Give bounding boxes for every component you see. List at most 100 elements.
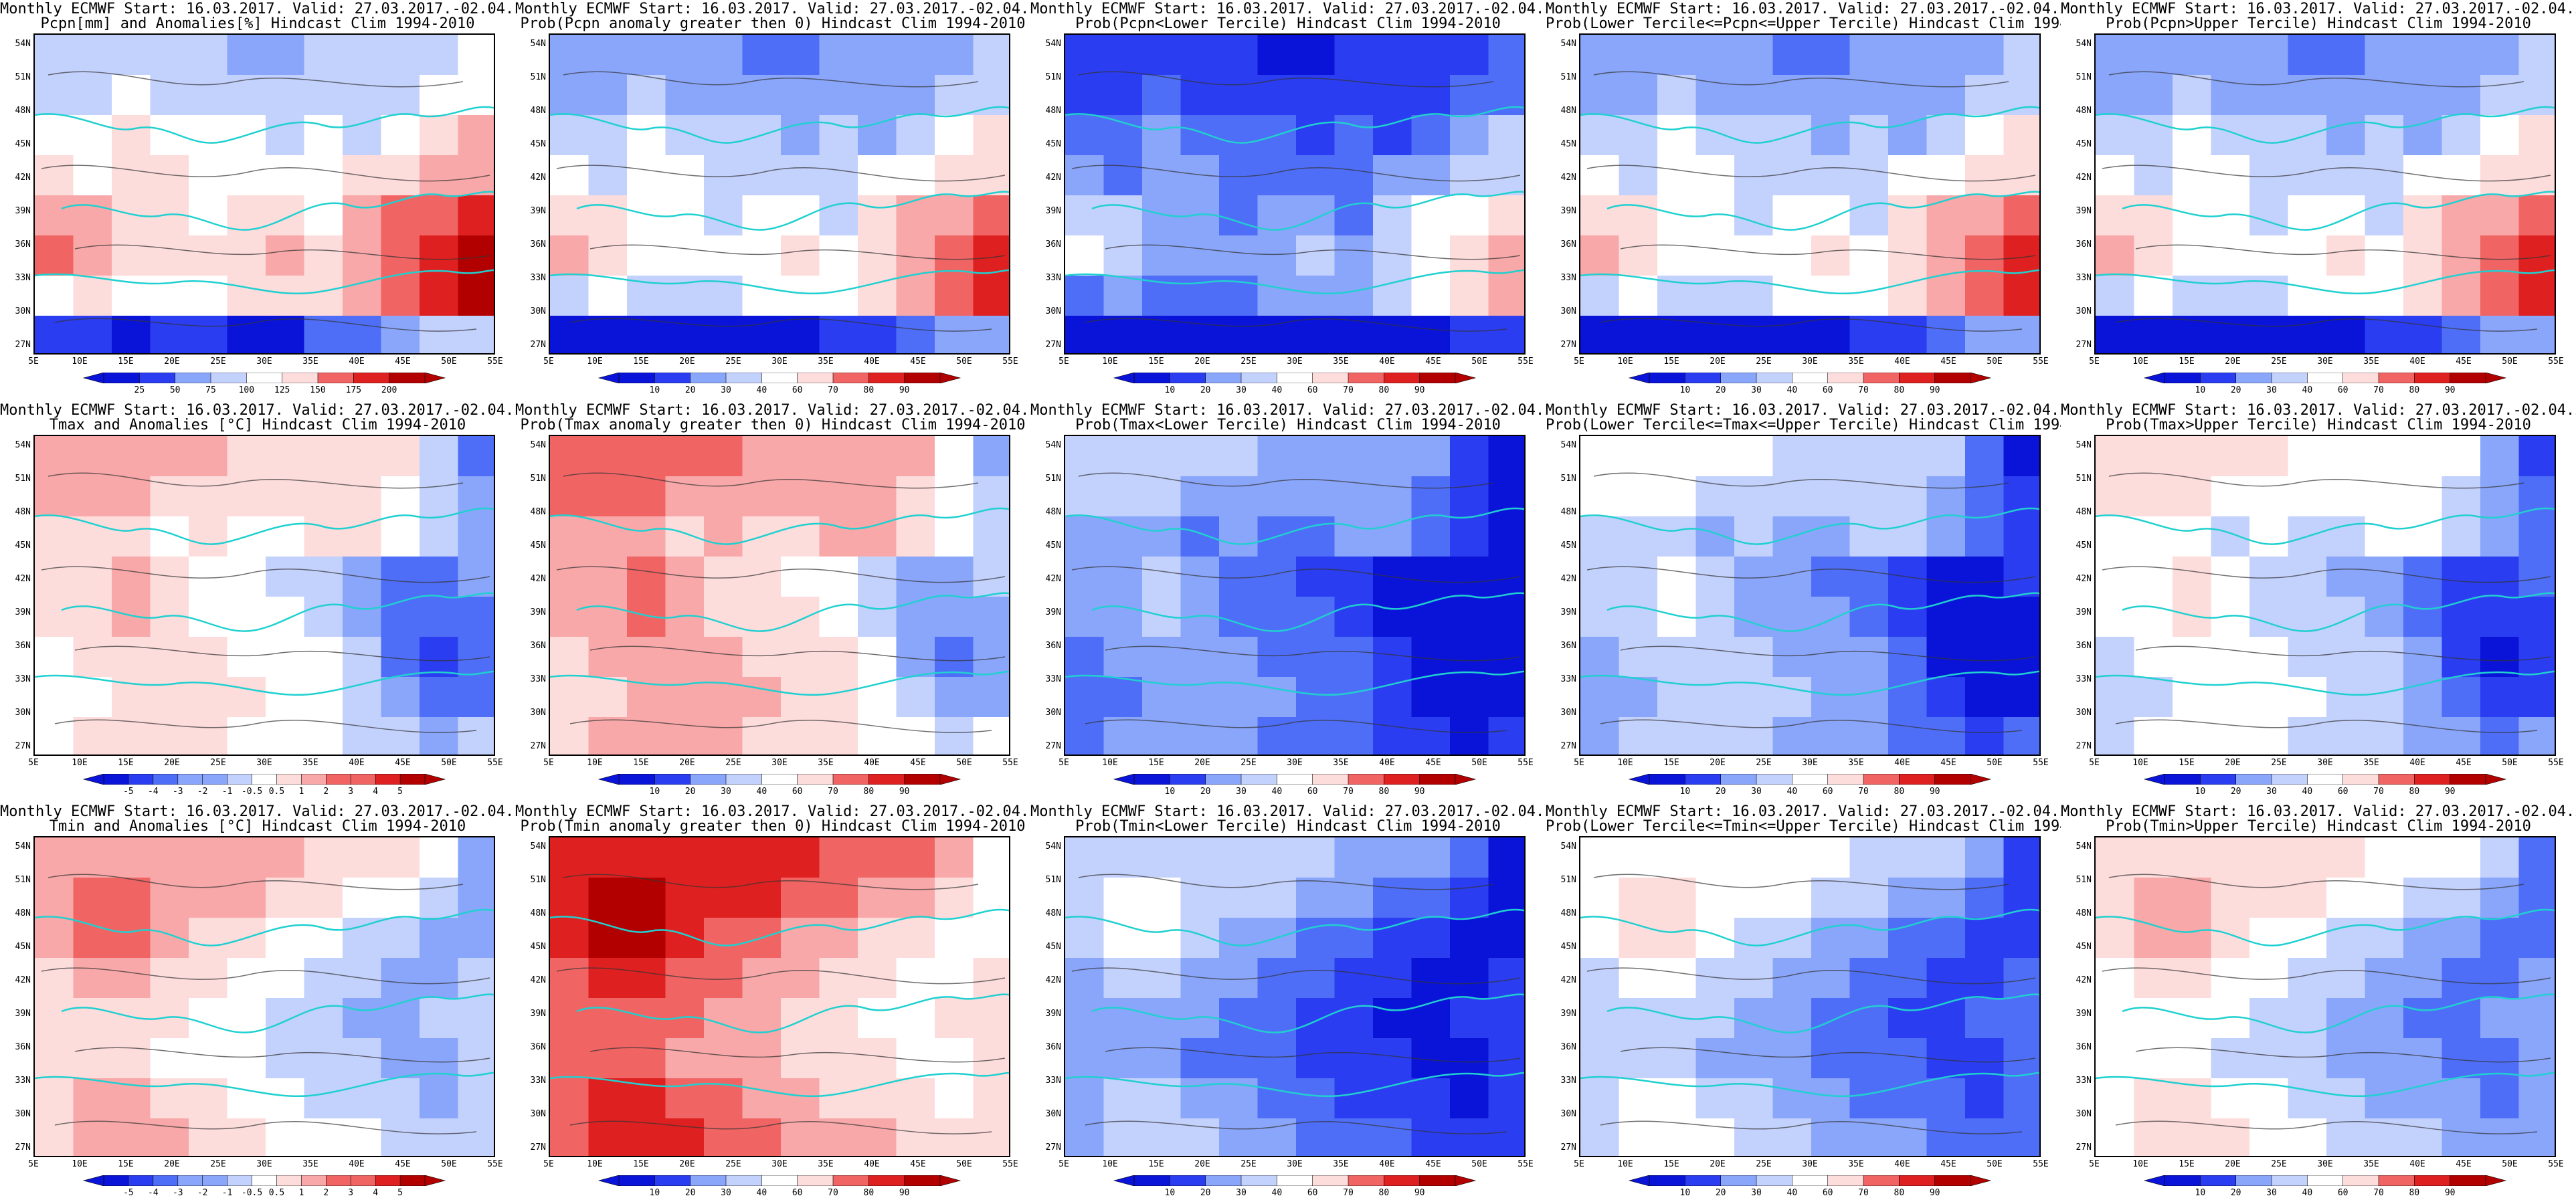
field-cell xyxy=(304,918,343,959)
field-cell xyxy=(304,35,343,76)
colorbar-segment xyxy=(1277,372,1313,384)
field-cell xyxy=(266,597,305,637)
lon-tick-label: 35E xyxy=(2363,1159,2379,1169)
colorbar-segment xyxy=(227,773,253,785)
field-cell xyxy=(858,75,897,116)
field-cell xyxy=(1657,115,1697,156)
lat-tick-label: 36N xyxy=(1560,1042,1576,1052)
field-cell xyxy=(973,436,1009,477)
colorbar-low-arrow xyxy=(2143,372,2165,384)
colorbar-label: -4 xyxy=(148,787,159,797)
field-cell xyxy=(1103,316,1143,353)
colorbar-label: 25 xyxy=(134,385,145,395)
colorbar-graphic xyxy=(597,1175,961,1187)
field-cell xyxy=(1219,235,1259,276)
field-cell xyxy=(189,717,228,755)
panel-subtitle: Tmin and Anomalies [°C] Hindcast Clim 19… xyxy=(49,818,466,835)
colorbar-segment xyxy=(1419,372,1456,384)
colorbar-segment xyxy=(1133,372,1171,384)
isoline xyxy=(1600,1120,2023,1134)
field-cell xyxy=(1488,677,1524,718)
colorbar-graphic xyxy=(2143,1175,2507,1187)
colorbar-segment xyxy=(904,1175,941,1187)
field-cell xyxy=(343,316,382,353)
field-cell xyxy=(343,1038,382,1079)
lat-tick-label: 39N xyxy=(1045,607,1061,617)
field-cell xyxy=(781,1038,820,1079)
field-cell xyxy=(588,1118,628,1156)
field-cell xyxy=(420,717,459,755)
coastline xyxy=(1065,670,1524,696)
colorbar-graphic xyxy=(82,372,446,384)
lon-tick-label: 55E xyxy=(487,758,503,768)
colorbar-high-arrow xyxy=(2485,372,2507,384)
colorbar-segment xyxy=(2235,773,2272,785)
field-cell xyxy=(1411,918,1451,959)
colorbar-label: 30 xyxy=(1236,385,1247,395)
field-cell xyxy=(458,1078,494,1119)
field-cell xyxy=(1888,878,1928,918)
field-cell xyxy=(1488,276,1524,316)
field-cell xyxy=(2096,115,2135,156)
colorbar-segment xyxy=(1133,773,1171,785)
field-cell xyxy=(35,436,74,477)
field-cell xyxy=(1926,1078,1966,1119)
lon-tick-label: 10E xyxy=(72,1159,88,1169)
field-cell xyxy=(550,155,589,196)
field-cell xyxy=(627,1038,666,1079)
field-cell xyxy=(935,516,974,557)
field-cell xyxy=(665,235,705,276)
field-cell xyxy=(896,195,935,236)
lat-tick-label: 42N xyxy=(530,574,546,584)
field-cell xyxy=(627,75,666,116)
isoline xyxy=(1586,967,2036,985)
colorbar xyxy=(2138,372,2512,384)
field-cell xyxy=(1811,436,1851,477)
field-cell xyxy=(266,1118,305,1156)
map-plot-area xyxy=(2094,435,2556,756)
field-cell xyxy=(35,878,74,918)
field-cell xyxy=(588,677,628,718)
colorbar-label: 90 xyxy=(1929,787,1940,797)
colorbar-label: 90 xyxy=(2444,1188,2456,1198)
lat-tick-label: 39N xyxy=(530,206,546,216)
lat-tick-label: 30N xyxy=(15,708,31,718)
lat-tick-label: 27N xyxy=(1045,340,1061,350)
field-cell xyxy=(627,637,666,678)
panel-subtitle: Prob(Tmax>Upper Tercile) Hindcast Clim 1… xyxy=(2106,417,2531,433)
lon-tick-label: 50E xyxy=(956,357,972,367)
lon-tick-label: 30E xyxy=(1287,357,1303,367)
lon-tick-label: 20E xyxy=(164,758,180,768)
field-cell xyxy=(227,1038,266,1079)
colorbar-segment xyxy=(2235,1175,2272,1187)
field-cell xyxy=(35,476,74,517)
field-cell xyxy=(2403,878,2443,918)
field-cell xyxy=(2003,1118,2039,1156)
field-cell xyxy=(1142,837,1182,878)
colorbar-label: 70 xyxy=(1343,787,1354,797)
field-cell xyxy=(1219,35,1259,76)
field-cell xyxy=(2003,1078,2039,1119)
field-cell xyxy=(2003,597,2039,637)
field-cell xyxy=(2249,476,2289,517)
field-cell xyxy=(1373,1118,1412,1156)
field-cell xyxy=(2003,918,2039,959)
field-cell xyxy=(1450,316,1489,353)
lon-tick-label: 5E xyxy=(543,357,554,367)
panel-subtitle: Prob(Tmin<Lower Tercile) Hindcast Clim 1… xyxy=(1075,818,1501,835)
field-cell xyxy=(1734,1038,1774,1079)
field-cell xyxy=(1488,878,1524,918)
coastline xyxy=(1065,1072,1524,1098)
field-cell xyxy=(1219,115,1259,156)
isoline xyxy=(1078,71,1494,88)
lon-tick-label: 15E xyxy=(1663,758,1679,768)
lat-tick-label: 39N xyxy=(2076,1009,2092,1019)
field-cell xyxy=(2365,276,2404,316)
colorbar-graphic xyxy=(1113,372,1477,384)
colorbar-segment xyxy=(1934,773,1971,785)
colorbar-label: 30 xyxy=(721,787,731,797)
field-cell xyxy=(1580,155,1620,196)
field-cell xyxy=(420,1118,459,1156)
field-cell xyxy=(458,276,494,316)
lat-tick-label: 27N xyxy=(2076,340,2092,350)
